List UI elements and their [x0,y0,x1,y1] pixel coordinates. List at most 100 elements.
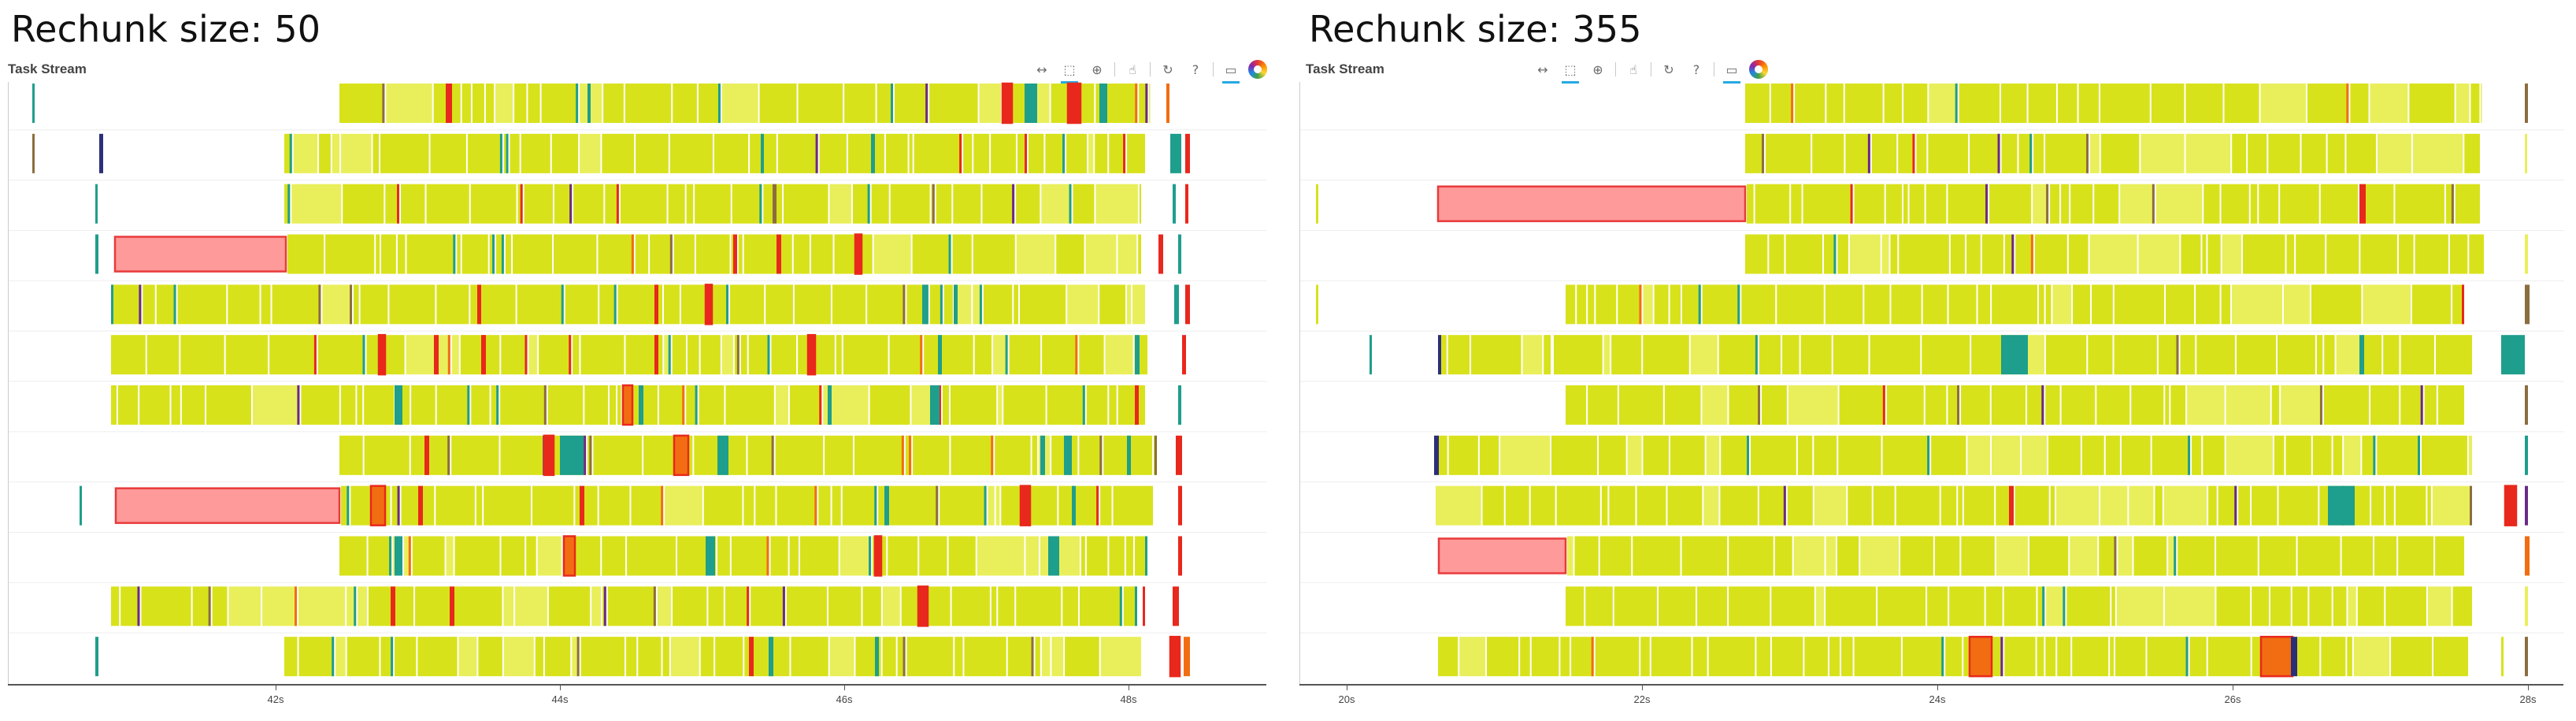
compute-task-bar[interactable] [1814,435,1837,475]
highlight-task-bar[interactable] [543,434,555,477]
compute-task-bar[interactable] [1505,485,1529,526]
compute-task-bar[interactable] [877,84,894,123]
compute-task-bar[interactable] [2120,184,2155,224]
compute-task-bar[interactable] [476,485,483,526]
compute-task-bar[interactable] [1755,184,1790,224]
highlight-task-bar[interactable] [654,284,658,325]
highlight-task-bar[interactable] [587,84,591,123]
highlight-task-bar[interactable] [391,586,395,626]
accent-task-bar[interactable] [287,184,291,224]
compute-task-bar[interactable] [354,284,359,325]
accent-task-bar[interactable] [520,184,523,224]
accent-task-bar[interactable] [332,637,335,677]
compute-task-bar[interactable] [2301,133,2326,173]
accent-task-bar[interactable] [682,385,685,425]
compute-task-bar[interactable] [261,284,271,325]
compute-task-bar[interactable] [1890,234,1898,274]
highlight-task-bar[interactable] [1316,184,1318,224]
highlight-task-bar[interactable] [954,284,958,325]
compute-task-bar[interactable] [1045,133,1066,173]
compute-task-bar[interactable] [1125,536,1134,576]
highlight-task-bar[interactable] [2259,635,2294,678]
compute-task-bar[interactable] [2003,586,2037,626]
compute-task-bar[interactable] [2285,435,2311,475]
compute-task-bar[interactable] [1009,335,1041,375]
compute-task-bar[interactable] [602,536,626,576]
highlight-task-bar[interactable] [580,485,584,526]
accent-task-bar[interactable] [603,586,606,626]
compute-task-bar[interactable] [1040,536,1080,576]
compute-task-bar[interactable] [1479,435,1499,475]
compute-task-bar[interactable] [1058,485,1099,526]
compute-task-bar[interactable] [940,485,987,526]
compute-task-bar[interactable] [454,536,500,576]
accent-task-bar[interactable] [2046,184,2049,224]
highlight-task-bar[interactable] [2359,184,2366,224]
compute-task-bar[interactable] [1970,133,2000,173]
compute-task-bar[interactable] [2111,586,2115,626]
accent-task-bar[interactable] [2462,284,2464,325]
accent-task-bar[interactable] [389,536,392,576]
compute-task-bar[interactable] [2114,284,2165,325]
compute-task-bar[interactable] [548,586,591,626]
compute-task-bar[interactable] [1127,133,1145,173]
compute-task-bar[interactable] [2435,335,2472,375]
compute-task-bar[interactable] [467,133,502,173]
compute-task-bar[interactable] [740,335,747,375]
compute-task-bar[interactable] [1785,234,1823,274]
accent-task-bar[interactable] [1783,485,1786,526]
compute-task-bar[interactable] [272,284,321,325]
compute-task-bar[interactable] [1080,536,1085,576]
compute-task-bar[interactable] [2072,637,2109,677]
compute-task-bar[interactable] [867,284,906,325]
compute-task-bar[interactable] [1100,637,1141,677]
compute-task-bar[interactable] [593,435,643,475]
compute-task-bar[interactable] [503,637,534,677]
compute-task-bar[interactable] [451,335,459,375]
compute-task-bar[interactable] [2073,284,2091,325]
wheel-zoom-icon[interactable]: ⊕ [1092,61,1103,77]
compute-task-bar[interactable] [2248,133,2267,173]
accent-task-bar[interactable] [543,385,547,425]
compute-task-bar[interactable] [1019,284,1066,325]
compute-task-bar[interactable] [1903,184,1908,224]
accent-task-bar[interactable] [2420,385,2423,425]
compute-task-bar[interactable] [650,234,673,274]
compute-task-bar[interactable] [1922,335,1970,375]
compute-task-bar[interactable] [1014,284,1018,325]
compute-task-bar[interactable] [1747,184,1754,224]
compute-task-bar[interactable] [1854,184,1885,224]
highlight-task-bar[interactable] [1178,536,1182,576]
accent-task-bar[interactable] [2185,637,2189,677]
compute-task-bar[interactable] [2383,335,2400,375]
accent-task-bar[interactable] [940,284,943,325]
compute-task-bar[interactable] [2320,184,2359,224]
compute-task-bar[interactable] [1959,84,2000,123]
compute-task-bar[interactable] [602,133,635,173]
compute-task-bar[interactable] [1574,536,1599,576]
compute-task-bar[interactable] [964,637,1006,677]
compute-task-bar[interactable] [2066,586,2111,626]
compute-task-bar[interactable] [2004,234,2014,274]
accent-task-bar[interactable] [2042,586,2045,626]
highlight-task-bar[interactable] [2525,435,2528,475]
compute-task-bar[interactable] [717,536,730,576]
compute-task-bar[interactable] [1640,637,1650,677]
accent-task-bar[interactable] [669,234,673,274]
compute-task-bar[interactable] [2278,485,2318,526]
highlight-task-bar[interactable] [704,284,713,325]
accent-task-bar[interactable] [1123,133,1126,173]
compute-task-bar[interactable] [368,536,392,576]
accent-task-bar[interactable] [391,637,394,677]
highlight-task-bar[interactable] [2525,536,2530,576]
compute-task-bar[interactable] [1885,184,1902,224]
compute-task-bar[interactable] [953,184,981,224]
compute-task-bar[interactable] [1886,385,1924,425]
compute-task-bar[interactable] [1016,234,1055,274]
compute-task-bar[interactable] [521,133,550,173]
compute-task-bar[interactable] [979,84,1002,123]
compute-task-bar[interactable] [470,284,478,325]
accent-task-bar[interactable] [1791,84,1794,123]
compute-task-bar[interactable] [1825,536,1836,576]
compute-task-bar[interactable] [847,133,884,173]
